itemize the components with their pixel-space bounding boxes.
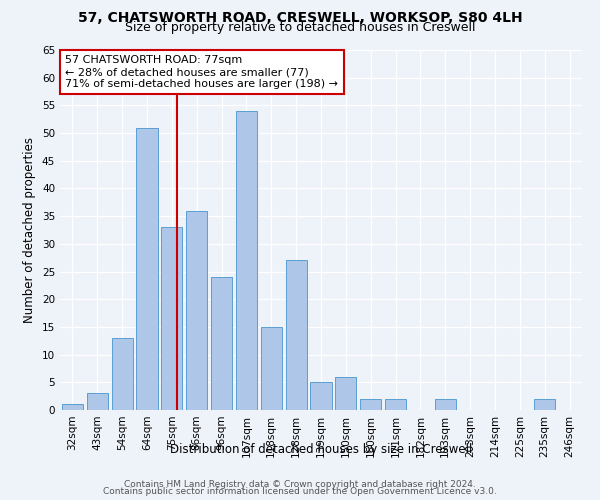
Bar — [360, 399, 381, 410]
Text: Distribution of detached houses by size in Creswell: Distribution of detached houses by size … — [170, 442, 472, 456]
Text: 57, CHATSWORTH ROAD, CRESWELL, WORKSOP, S80 4LH: 57, CHATSWORTH ROAD, CRESWELL, WORKSOP, … — [77, 12, 523, 26]
Bar — [112, 338, 133, 410]
Bar — [62, 404, 83, 410]
Text: Contains public sector information licensed under the Open Government Licence v3: Contains public sector information licen… — [103, 488, 497, 496]
Bar — [261, 327, 282, 410]
Bar — [211, 277, 232, 410]
Bar — [335, 377, 356, 410]
Bar — [161, 227, 182, 410]
Bar — [186, 210, 207, 410]
Bar — [87, 394, 108, 410]
Bar — [385, 399, 406, 410]
Bar — [534, 399, 555, 410]
Text: Contains HM Land Registry data © Crown copyright and database right 2024.: Contains HM Land Registry data © Crown c… — [124, 480, 476, 489]
Bar — [435, 399, 456, 410]
Bar — [286, 260, 307, 410]
Bar — [136, 128, 158, 410]
Bar — [236, 111, 257, 410]
Y-axis label: Number of detached properties: Number of detached properties — [23, 137, 37, 323]
Text: Size of property relative to detached houses in Creswell: Size of property relative to detached ho… — [125, 22, 475, 35]
Bar — [310, 382, 332, 410]
Text: 57 CHATSWORTH ROAD: 77sqm
← 28% of detached houses are smaller (77)
71% of semi-: 57 CHATSWORTH ROAD: 77sqm ← 28% of detac… — [65, 56, 338, 88]
